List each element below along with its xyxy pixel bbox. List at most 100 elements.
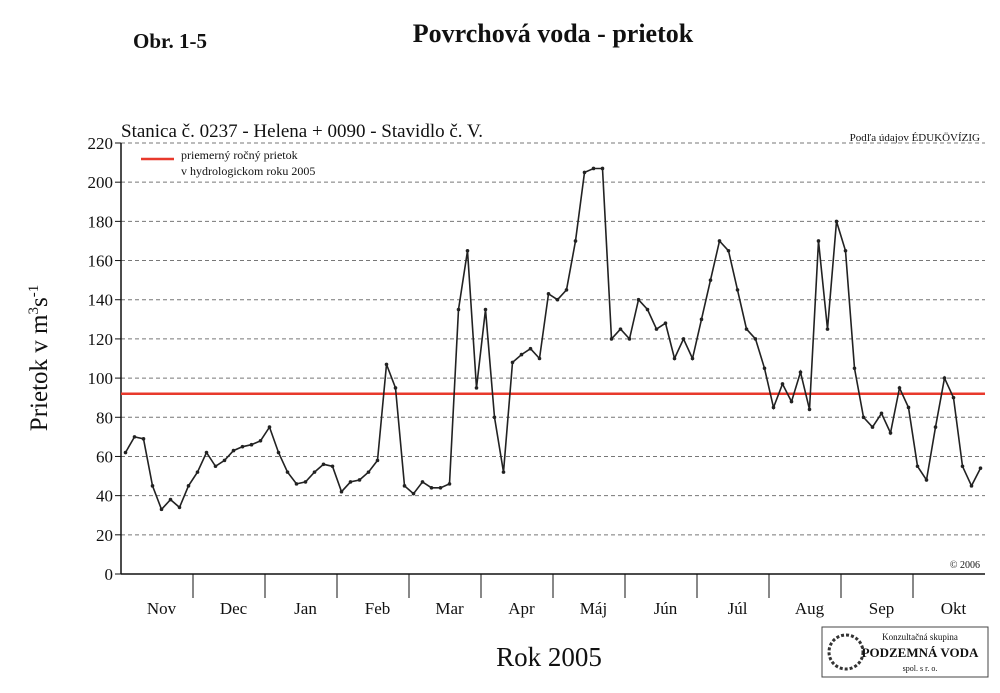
data-point bbox=[240, 444, 245, 449]
data-point bbox=[465, 248, 470, 253]
logo-text: Konzultačná skupina bbox=[882, 632, 958, 642]
data-point bbox=[690, 356, 695, 361]
y-tick-label: 100 bbox=[88, 369, 114, 388]
data-point bbox=[501, 470, 506, 474]
data-point bbox=[303, 480, 308, 484]
data-point bbox=[348, 480, 353, 484]
data-point bbox=[780, 382, 785, 386]
data-point bbox=[798, 370, 803, 375]
data-point bbox=[393, 386, 398, 390]
data-point bbox=[267, 425, 272, 429]
data-point bbox=[339, 489, 344, 494]
data-point bbox=[636, 297, 641, 302]
y-label-part: s bbox=[26, 297, 53, 307]
data-point bbox=[735, 288, 740, 292]
y-tick-label: 140 bbox=[88, 291, 114, 310]
data-point bbox=[708, 278, 713, 282]
data-point bbox=[834, 219, 839, 224]
data-point bbox=[600, 166, 605, 171]
data-point bbox=[150, 484, 155, 488]
y-tick-label: 180 bbox=[88, 212, 114, 231]
data-point bbox=[366, 470, 371, 474]
data-point bbox=[321, 462, 326, 467]
data-point bbox=[123, 450, 128, 455]
data-point bbox=[519, 352, 524, 357]
data-point bbox=[627, 337, 632, 341]
data-point bbox=[609, 337, 614, 341]
x-tick-label: Apr bbox=[508, 599, 535, 618]
data-point bbox=[942, 376, 947, 380]
x-tick-label: Okt bbox=[941, 599, 967, 618]
data-point bbox=[663, 321, 668, 326]
data-point bbox=[294, 482, 299, 486]
data-point bbox=[726, 248, 731, 253]
data-point bbox=[438, 486, 443, 490]
data-point bbox=[222, 458, 227, 463]
data-point bbox=[285, 470, 290, 474]
data-point bbox=[510, 360, 515, 365]
y-tick-label: 120 bbox=[88, 330, 114, 349]
data-point bbox=[276, 450, 281, 455]
data-point bbox=[132, 435, 137, 439]
data-point bbox=[474, 386, 479, 390]
copyright: © 2006 bbox=[950, 560, 980, 571]
y-tick-label: 20 bbox=[96, 526, 113, 545]
data-point bbox=[213, 464, 218, 469]
data-point bbox=[681, 337, 686, 341]
data-point bbox=[924, 478, 929, 482]
x-tick-label: Jan bbox=[294, 599, 317, 618]
data-point bbox=[258, 438, 263, 443]
data-point bbox=[870, 425, 875, 429]
x-tick-label: Jún bbox=[654, 599, 678, 618]
source: Podľa údajov ÉDUKÖVÍZIG bbox=[850, 132, 980, 144]
data-point bbox=[204, 450, 209, 455]
x-tick-label: Mar bbox=[435, 599, 464, 618]
logo-icon bbox=[827, 633, 865, 671]
data-point bbox=[483, 307, 488, 312]
subtitle: Stanica č. 0237 - Helena + 0090 - Stavid… bbox=[121, 121, 483, 142]
x-tick-label: Máj bbox=[580, 599, 607, 618]
data-point bbox=[447, 482, 452, 486]
data-point bbox=[573, 239, 578, 243]
x-tick-label: Nov bbox=[147, 599, 177, 618]
data-point bbox=[744, 327, 749, 331]
data-point bbox=[978, 466, 983, 471]
data-point bbox=[312, 470, 317, 474]
data-point bbox=[762, 366, 767, 371]
data-point bbox=[528, 346, 533, 351]
data-point bbox=[807, 407, 812, 412]
data-point bbox=[546, 292, 551, 296]
data-point bbox=[195, 470, 200, 474]
data-point bbox=[843, 248, 848, 253]
x-tick-label: Júl bbox=[728, 599, 748, 618]
data-point bbox=[951, 395, 956, 400]
data-point bbox=[753, 337, 758, 341]
data-point bbox=[591, 166, 596, 171]
logo: Konzultačná skupina PODZEMNÁ VODA spol. … bbox=[821, 626, 989, 678]
data-point bbox=[564, 288, 569, 292]
data-point bbox=[186, 484, 191, 488]
data-point bbox=[645, 307, 650, 312]
data-point bbox=[969, 484, 974, 488]
y-axis-label: Prietok v m3s-1 bbox=[26, 285, 53, 431]
data-point bbox=[960, 464, 965, 469]
data-point bbox=[654, 327, 659, 331]
data-point bbox=[879, 411, 884, 416]
data-point bbox=[915, 464, 920, 469]
data-point bbox=[402, 484, 407, 488]
data-point bbox=[375, 458, 380, 463]
data-point bbox=[330, 464, 335, 469]
y-tick-label: 220 bbox=[88, 134, 114, 153]
y-tick-label: 200 bbox=[88, 173, 114, 192]
data-point bbox=[249, 442, 254, 447]
y-label-part: Prietok v m bbox=[26, 314, 53, 431]
data-point bbox=[231, 448, 236, 453]
data-point bbox=[168, 497, 173, 502]
y-tick-label: 80 bbox=[96, 408, 113, 427]
data-point bbox=[582, 170, 587, 175]
y-tick-label: 40 bbox=[96, 487, 113, 506]
y-tick-label: 0 bbox=[105, 565, 114, 584]
x-tick-label: Dec bbox=[220, 599, 248, 618]
x-tick-label: Feb bbox=[365, 599, 391, 618]
